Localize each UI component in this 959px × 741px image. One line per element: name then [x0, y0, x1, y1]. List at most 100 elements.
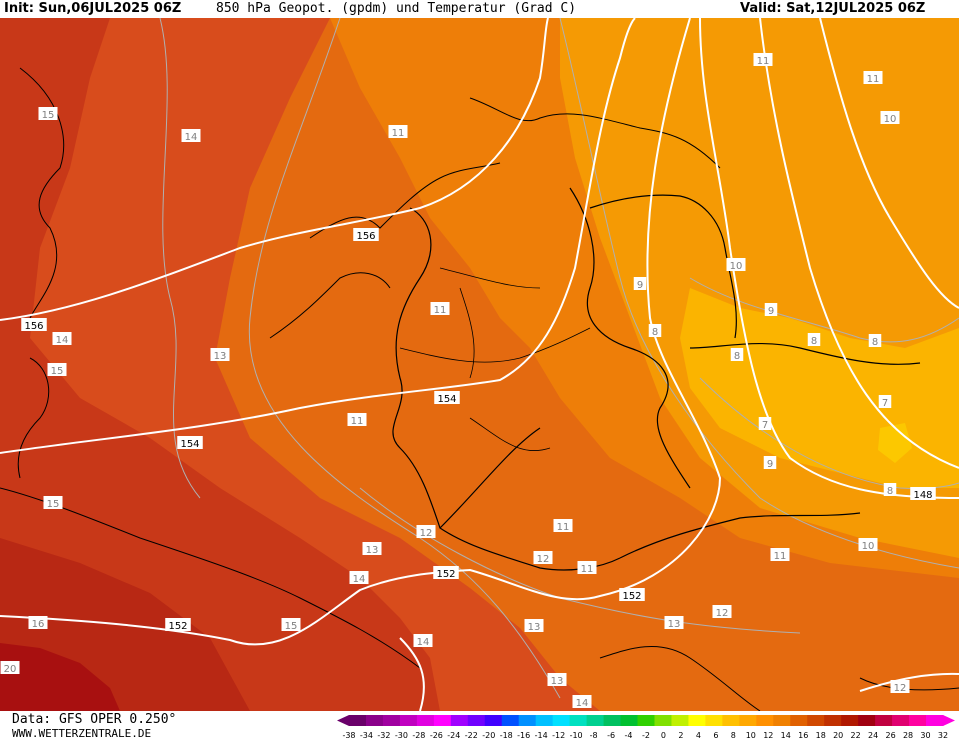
map-label-text: 14	[185, 132, 198, 143]
isotherm-line	[248, 18, 561, 699]
legend-tick-label: -4	[625, 731, 633, 740]
legend-tick-label: 26	[885, 731, 895, 740]
legend-swatch	[416, 715, 435, 726]
legend-swatch	[603, 715, 622, 726]
map-label: 13	[524, 619, 544, 633]
geopotential-line	[759, 18, 959, 469]
map-label: 8	[868, 334, 882, 348]
map-label-text: 11	[557, 522, 570, 533]
legend-swatch	[569, 715, 588, 726]
map-label: 11	[863, 71, 883, 85]
map-label: 14	[413, 634, 433, 648]
legend-tick-label: -34	[360, 731, 373, 740]
map-label-text: 20	[4, 664, 17, 675]
legend-tick-label: 18	[816, 731, 826, 740]
legend-tick-label: 16	[798, 731, 808, 740]
map-label-text: 15	[285, 621, 298, 632]
legend-tick-label: -12	[552, 731, 565, 740]
geopotential-line	[699, 18, 959, 499]
map-label: 156	[21, 318, 47, 332]
legend-swatch	[858, 715, 876, 726]
map-label-text: 15	[42, 110, 55, 121]
init-time: Init: Sun,06JUL2025 06Z	[4, 1, 182, 16]
map-label: 148	[910, 487, 936, 501]
legend-tick-label: -10	[570, 731, 583, 740]
state-border	[399, 327, 591, 363]
country-border	[569, 187, 691, 489]
map-label-text: 11	[867, 74, 880, 85]
map-label-text: 152	[436, 569, 455, 580]
legend-swatch	[790, 715, 808, 726]
map-label: 14	[349, 571, 369, 585]
temperature-labels: 15 14 11 11 11 10 14 15 13 11 9 8 10 9 8 8 8 7 7 11 9 8 15 11 12…	[0, 53, 910, 709]
legend-swatch	[535, 715, 554, 726]
legend-swatch	[467, 715, 486, 726]
legend-tick-label: -26	[430, 731, 443, 740]
map-label: 14	[572, 695, 592, 709]
legend-swatch	[637, 715, 655, 726]
map-label: 20	[0, 661, 20, 675]
legend-tick-label: 2	[678, 731, 683, 740]
legend-swatch	[841, 715, 859, 726]
legend-tick-label: -16	[517, 731, 530, 740]
map-label: 13	[362, 542, 382, 556]
geopotential-line	[399, 637, 425, 711]
coastline	[17, 357, 50, 479]
map-label-text: 9	[767, 459, 773, 470]
legend-tick-label: 22	[851, 731, 861, 740]
legend-swatch	[620, 715, 639, 726]
map-label-text: 7	[762, 420, 768, 431]
map-label-text: 8	[887, 486, 893, 497]
map-label-text: 12	[537, 554, 550, 565]
legend-tick-label: 8	[731, 731, 736, 740]
data-source: Data: GFS OPER 0.250°	[12, 712, 177, 727]
coastline	[599, 645, 761, 711]
legend-tick-label: -24	[447, 731, 460, 740]
map-label-text: 9	[637, 280, 643, 291]
legend-arrow-left	[337, 715, 349, 726]
map-label: 7	[878, 395, 892, 409]
country-border	[619, 512, 861, 559]
map-label: 152	[619, 588, 645, 602]
legend-swatch	[875, 715, 893, 726]
map-label: 11	[753, 53, 773, 67]
map-label: 10	[858, 538, 878, 552]
isotherm-line	[559, 18, 959, 569]
temp-zone-20-plus	[0, 643, 120, 711]
map-label-text: 13	[366, 545, 379, 556]
map-label-text: 7	[882, 398, 888, 409]
geopotential-line	[819, 18, 959, 309]
map-label: 10	[880, 111, 900, 125]
map-label: 152	[433, 566, 459, 580]
legend-swatch	[399, 715, 418, 726]
map-label: 15	[43, 496, 63, 510]
map-label: 11	[347, 413, 367, 427]
isotherm-line	[699, 377, 959, 489]
map-label-text: 11	[757, 56, 770, 67]
map-label: 10	[726, 258, 746, 272]
country-border	[392, 207, 621, 571]
legend-tick-label: 10	[746, 731, 756, 740]
map-label-text: 154	[180, 439, 199, 450]
map-label-text: 11	[581, 564, 594, 575]
footer-bar: Data: GFS OPER 0.250° WWW.WETTERZENTRALE…	[0, 711, 959, 741]
map-label-text: 13	[551, 676, 564, 687]
map-label: 154	[434, 391, 460, 405]
legend-tick-label: 32	[938, 731, 948, 740]
legend-tick-label: 12	[763, 731, 773, 740]
map-label: 9	[764, 303, 778, 317]
map-label: 15	[38, 107, 58, 121]
map-label: 13	[664, 616, 684, 630]
map-label: 14	[52, 332, 72, 346]
map-label: 8	[730, 348, 744, 362]
isotherm-line	[159, 18, 201, 499]
map-label-text: 10	[862, 541, 875, 552]
legend-tick-label: 20	[833, 731, 843, 740]
map-label-text: 12	[716, 608, 729, 619]
legend-tick-label: -28	[412, 731, 425, 740]
temp-zone-max	[878, 423, 912, 463]
legend-swatch	[586, 715, 605, 726]
legend-swatch	[773, 715, 791, 726]
map-label-text: 14	[576, 698, 589, 709]
